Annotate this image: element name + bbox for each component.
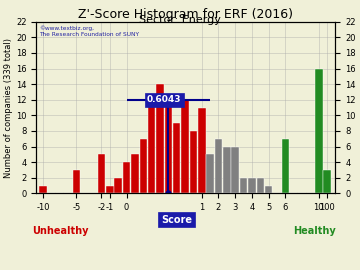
Bar bbox=[257, 178, 264, 193]
Bar bbox=[114, 178, 122, 193]
Bar bbox=[181, 100, 189, 193]
Bar bbox=[156, 84, 164, 193]
Text: Healthy: Healthy bbox=[293, 226, 336, 236]
Y-axis label: Number of companies (339 total): Number of companies (339 total) bbox=[4, 38, 13, 178]
Bar bbox=[39, 185, 47, 193]
Text: Unhealthy: Unhealthy bbox=[32, 226, 89, 236]
Text: 0.6043: 0.6043 bbox=[147, 95, 181, 104]
Text: Sector: Energy: Sector: Energy bbox=[139, 15, 221, 25]
Title: Z'-Score Histogram for ERF (2016): Z'-Score Histogram for ERF (2016) bbox=[78, 8, 293, 21]
Bar bbox=[282, 139, 289, 193]
Bar bbox=[106, 185, 114, 193]
Bar bbox=[315, 69, 323, 193]
Bar bbox=[240, 178, 247, 193]
Bar bbox=[323, 170, 331, 193]
Bar bbox=[231, 147, 239, 193]
Bar bbox=[198, 107, 206, 193]
Bar bbox=[140, 139, 147, 193]
Text: Score: Score bbox=[161, 215, 192, 225]
Bar bbox=[123, 162, 130, 193]
Text: ©www.textbiz.org,
The Research Foundation of SUNY: ©www.textbiz.org, The Research Foundatio… bbox=[39, 25, 139, 37]
Bar bbox=[190, 131, 197, 193]
Bar bbox=[265, 185, 273, 193]
Bar bbox=[223, 147, 231, 193]
Bar bbox=[165, 100, 172, 193]
Bar bbox=[98, 154, 105, 193]
Bar bbox=[148, 100, 156, 193]
Bar bbox=[131, 154, 139, 193]
Bar bbox=[206, 154, 214, 193]
Bar bbox=[215, 139, 222, 193]
Bar bbox=[248, 178, 256, 193]
Bar bbox=[73, 170, 80, 193]
Bar bbox=[173, 123, 180, 193]
